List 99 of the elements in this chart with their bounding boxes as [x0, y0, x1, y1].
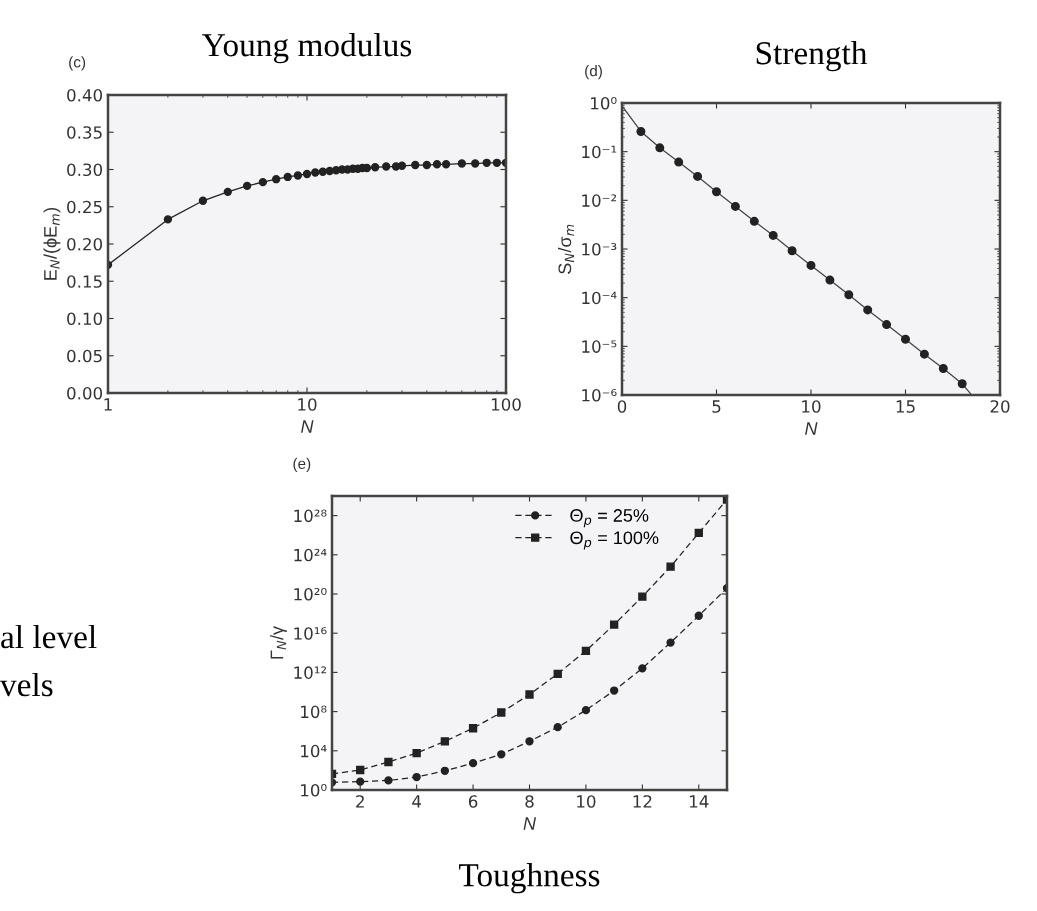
point: [938, 364, 948, 374]
point: [356, 777, 365, 786]
point: [384, 776, 393, 785]
point: [655, 143, 665, 153]
point: [919, 349, 929, 359]
x-axis-title: N: [301, 420, 314, 433]
text: Toughness: [459, 863, 600, 894]
x-tick-label: 10: [577, 795, 596, 808]
x-tick-label: 1: [104, 398, 112, 411]
point: [412, 772, 421, 782]
point: [730, 201, 740, 211]
x-tick-label: 2: [356, 795, 364, 808]
y-tick-label: 0.10: [67, 312, 103, 326]
point: [666, 562, 675, 571]
text: (d): [585, 65, 602, 80]
point: [553, 722, 562, 732]
point: [638, 592, 647, 601]
text: (c): [69, 56, 86, 71]
point: [497, 708, 506, 717]
y-tick-label: 10¹⁶: [294, 627, 327, 640]
x-tick-label: 4: [412, 795, 422, 808]
chart-title: Strength: [756, 40, 868, 72]
y-axis-title: Γ$_{N}$/γ: [270, 626, 287, 659]
point: [844, 290, 854, 300]
text: vels: [0, 672, 53, 697]
y-tick-label: 10⁴: [301, 744, 327, 758]
y-axis-title: E$_{N}$/(ϕE$_{m}$): [43, 207, 61, 280]
y-tick-label: 0.05: [67, 349, 102, 363]
point: [666, 638, 675, 647]
point: [497, 750, 506, 759]
point: [525, 690, 534, 699]
y-tick-label: 0.35: [67, 126, 102, 139]
point: [384, 757, 393, 767]
point: [412, 748, 421, 758]
x-tick-label: 20: [990, 400, 1010, 413]
x-tick-label: 10: [298, 398, 317, 411]
x-tick-label: 12: [633, 795, 652, 808]
x-tick-label: 100: [491, 398, 521, 411]
text: (e): [293, 457, 311, 473]
point: [957, 379, 967, 389]
y-tick-label: 10⁻¹: [582, 145, 617, 159]
y-tick-label: 0.40: [67, 88, 103, 102]
y-tick-label: 10⁰: [591, 96, 617, 110]
x-tick-label: 8: [525, 795, 534, 808]
point: [609, 686, 619, 695]
point: [581, 706, 591, 715]
point: [581, 646, 591, 655]
y-tick-label: 10⁻⁵: [582, 340, 617, 353]
y-tick-label: 10⁰: [301, 783, 327, 797]
point: [693, 171, 703, 181]
point: [901, 334, 910, 344]
point: [468, 724, 478, 733]
text: al level: [1, 624, 97, 649]
y-tick-label: 10²⁴: [294, 548, 327, 562]
point: [882, 320, 892, 330]
y-tick-label: 10¹²: [294, 666, 327, 679]
point: [825, 275, 835, 285]
point: [806, 260, 816, 270]
y-tick-label: 10²⁰: [294, 587, 327, 601]
y-tick-label: 0.20: [67, 237, 103, 251]
y-tick-label: 0.30: [67, 163, 103, 177]
x-tick-label: 14: [690, 795, 709, 808]
x-tick-label: 15: [896, 400, 915, 413]
y-tick-label: 10⁻²: [582, 194, 617, 207]
y-tick-label: 10⁻⁴: [582, 291, 617, 305]
point: [768, 230, 778, 240]
x-axis-title: N: [523, 817, 537, 830]
chart-title: Young modulus: [202, 32, 412, 64]
point: [440, 766, 450, 775]
point: [356, 765, 365, 775]
y-tick-label: 0.00: [67, 386, 103, 400]
point: [609, 620, 619, 629]
point: [525, 737, 534, 746]
point: [694, 611, 703, 620]
point: [468, 758, 478, 768]
y-axis-title: S$_{N}$/σ$_{m}$: [557, 224, 575, 274]
x-tick-label: 10: [802, 400, 821, 413]
x-tick-label: 6: [468, 795, 478, 808]
y-tick-label: 0.25: [67, 200, 102, 214]
y-tick-label: 10⁻³: [582, 242, 617, 256]
point: [553, 669, 562, 678]
point: [787, 246, 797, 256]
y-tick-label: 10²⁸: [294, 509, 327, 523]
x-axis-title: N: [805, 422, 818, 435]
y-tick-label: 10⁸: [301, 705, 327, 719]
point: [694, 528, 703, 538]
legend-label: Θ$_{p}$ = 25%: [570, 509, 649, 528]
point: [863, 305, 873, 315]
x-tick-label: 0: [617, 400, 627, 413]
point: [712, 187, 721, 197]
point: [749, 216, 759, 226]
point: [638, 664, 647, 673]
legend-label: Θ$_{p}$ = 100%: [570, 531, 659, 550]
y-tick-label: 10⁻⁶: [582, 388, 617, 402]
x-tick-label: 5: [712, 400, 721, 413]
point: [674, 157, 684, 167]
point: [636, 126, 646, 136]
point: [440, 737, 450, 746]
y-tick-label: 0.15: [67, 275, 102, 288]
